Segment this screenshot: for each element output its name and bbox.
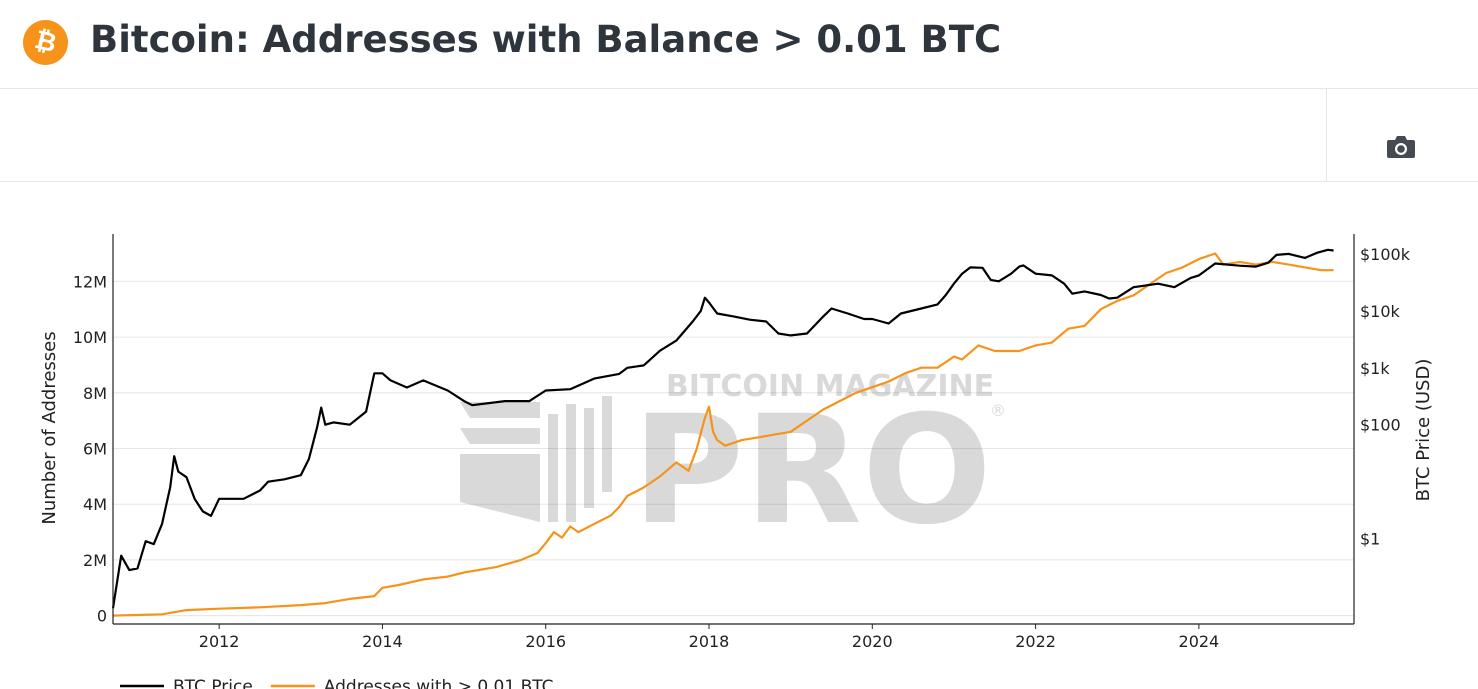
gridlines bbox=[113, 280, 1354, 617]
watermark-chevron-mark bbox=[460, 396, 612, 522]
y2-tick-label: $1k bbox=[1360, 359, 1390, 378]
btc-price-line bbox=[111, 248, 1334, 609]
x-tick-label: 2012 bbox=[199, 632, 240, 651]
y2-tick-label: $100k bbox=[1360, 245, 1411, 264]
bitcoin-logo-icon: ₿ bbox=[23, 20, 68, 65]
y-tick-label: 8M bbox=[83, 384, 107, 403]
x-tick-label: 2016 bbox=[525, 632, 566, 651]
bitcoin-glyph: ₿ bbox=[31, 24, 60, 60]
tick-labels: 0 2M 4M 6M 8M 10M 12M $1 $100 $1k $10k $100k 2012 201… bbox=[73, 245, 1411, 651]
y-axis-title: Number of Addresses bbox=[39, 331, 60, 524]
legend-label: BTC Price bbox=[173, 677, 253, 689]
axes bbox=[112, 234, 1355, 629]
legend-label: Addresses with > 0.01 BTC bbox=[324, 677, 554, 689]
x-tick-label: 2014 bbox=[362, 632, 403, 651]
chart-toolbar bbox=[0, 89, 1478, 182]
watermark-top-text: BITCOIN MAGAZINE bbox=[666, 369, 994, 404]
page-title: Bitcoin: Addresses with Balance > 0.01 B… bbox=[90, 18, 1002, 61]
y2-tick-label: $100 bbox=[1360, 416, 1401, 435]
y-tick-label: 0 bbox=[97, 607, 107, 626]
y2-tick-label: $10k bbox=[1360, 302, 1401, 321]
y2-tick-label: $1 bbox=[1360, 530, 1380, 549]
chart-area: BITCOIN MAGAZINE PRO ® 0 2M 4M 6M 8M 10M 12M $1… bbox=[0, 182, 1478, 689]
y-tick-label: 6M bbox=[83, 440, 107, 459]
y-tick-label: 4M bbox=[83, 495, 107, 514]
chart-svg: BITCOIN MAGAZINE PRO ® 0 2M 4M 6M 8M 10M 12M $1… bbox=[39, 234, 1434, 689]
toolbar-divider bbox=[1326, 89, 1327, 181]
legend-item-addresses[interactable]: Addresses with > 0.01 BTC bbox=[270, 677, 554, 689]
x-tick-label: 2024 bbox=[1179, 632, 1220, 651]
series-layer bbox=[111, 248, 1334, 617]
x-tick-label: 2020 bbox=[852, 632, 893, 651]
legend-item-btc-price[interactable]: BTC Price bbox=[120, 677, 253, 689]
page-header: ₿ Bitcoin: Addresses with Balance > 0.01… bbox=[0, 0, 1478, 89]
y2-axis-title: BTC Price (USD) bbox=[1413, 359, 1434, 502]
watermark-registered-mark: ® bbox=[990, 401, 1006, 420]
camera-icon[interactable] bbox=[1386, 135, 1416, 159]
legend[interactable]: BTC Price Addresses with > 0.01 BTC bbox=[120, 677, 554, 689]
x-tick-label: 2018 bbox=[689, 632, 730, 651]
x-tick-label: 2022 bbox=[1015, 632, 1056, 651]
y-tick-label: 10M bbox=[73, 328, 107, 347]
watermark: BITCOIN MAGAZINE PRO ® bbox=[460, 369, 1006, 558]
y-tick-label: 2M bbox=[83, 551, 107, 570]
watermark-pro-text: PRO bbox=[632, 384, 992, 558]
y-tick-label: 12M bbox=[73, 272, 107, 291]
